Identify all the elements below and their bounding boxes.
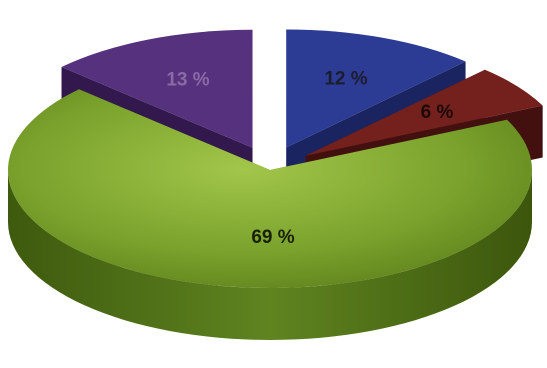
slice-label: 6 % — [421, 102, 454, 123]
slice-top-face — [8, 89, 533, 288]
slice-side-wall — [8, 170, 532, 340]
slice-label: 69 % — [251, 227, 294, 248]
labels-layer: 12 % 13 % 6 % 69 % — [166, 68, 453, 248]
slice-label: 13 % — [166, 70, 209, 91]
slices-layer — [8, 29, 543, 340]
slice-top-face — [286, 29, 466, 148]
slice-top-face — [61, 29, 253, 148]
slice-top-face — [305, 69, 543, 156]
pie-slice — [8, 89, 533, 340]
slice-label: 12 % — [324, 68, 367, 89]
